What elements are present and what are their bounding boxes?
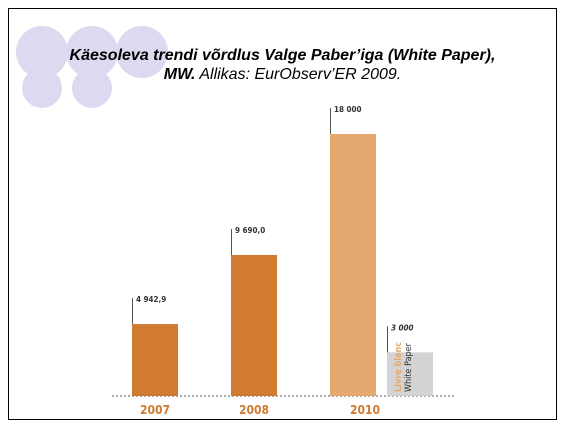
x-tick-label: 2010	[350, 403, 380, 417]
value-label: 18 000	[334, 105, 362, 114]
series-name-fr: Livre blanc	[394, 342, 404, 392]
value-label: 4 942,9	[136, 295, 166, 304]
x-tick-label: 2007	[140, 403, 170, 417]
bar	[132, 324, 178, 396]
series-name: White Paper	[404, 342, 414, 392]
value-label: 3 000	[391, 323, 414, 332]
bar-legend: Livre blanc White Paper	[394, 342, 414, 392]
chart-title: Käesoleva trendi võrdlus Valge Paber’iga…	[60, 46, 505, 84]
bar	[231, 254, 277, 396]
decor-circles	[16, 26, 168, 108]
source-text: Allikas: EurObserv’ER 2009.	[199, 66, 402, 83]
title-text: Käesoleva trendi võrdlus Valge Paber’iga…	[69, 47, 496, 83]
x-tick-label: 2008	[239, 403, 269, 417]
value-label: 9 690,0	[235, 226, 265, 235]
bar	[330, 134, 376, 396]
bar	[387, 352, 433, 396]
